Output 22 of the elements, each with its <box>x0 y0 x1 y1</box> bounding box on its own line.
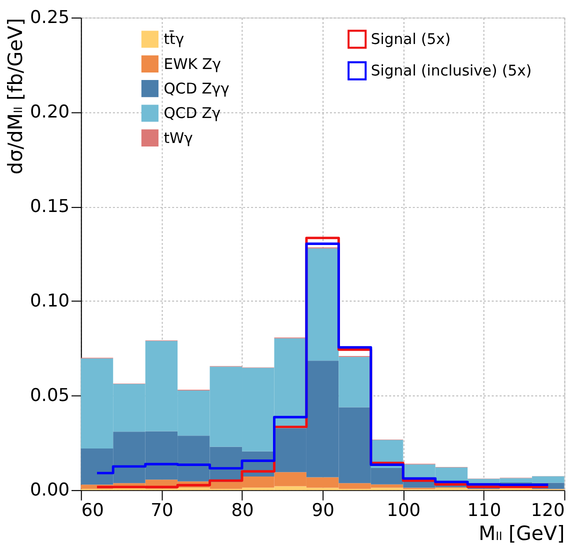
x-tick-label: 100 <box>386 501 421 522</box>
legend-label: EWK Zγ <box>164 56 222 73</box>
x-tick-label: 120 <box>530 501 565 522</box>
y-tick-label: 0.10 <box>30 291 70 312</box>
legend-label: Signal (5x) <box>370 31 451 48</box>
legend-label: tWγ <box>164 130 194 147</box>
y-tick-label: 0.20 <box>30 102 70 122</box>
y-tick-label: 0.05 <box>30 386 70 406</box>
legend-label: QCD Zγγ <box>164 80 230 98</box>
x-tick-label: 110 <box>467 501 502 522</box>
y-tick-label: 0.00 <box>30 480 70 500</box>
y-tick-label: 0.25 <box>30 8 70 28</box>
x-tick-label: 80 <box>231 501 254 522</box>
y-axis-title: dσ/dMₗₗ [fb/GeV] <box>4 18 28 174</box>
x-tick-label: 60 <box>81 501 104 522</box>
legend-label: QCD Zγ <box>164 105 221 122</box>
legend-label: tt̄γ <box>164 29 184 48</box>
y-tick-label: 0.15 <box>30 196 70 217</box>
legend-label: Signal (inclusive) (5x) <box>370 62 532 80</box>
x-tick-label: 90 <box>312 501 334 522</box>
x-axis-title: Mₗₗ [GeV] <box>478 522 565 545</box>
x-tick-label: 70 <box>150 501 174 522</box>
